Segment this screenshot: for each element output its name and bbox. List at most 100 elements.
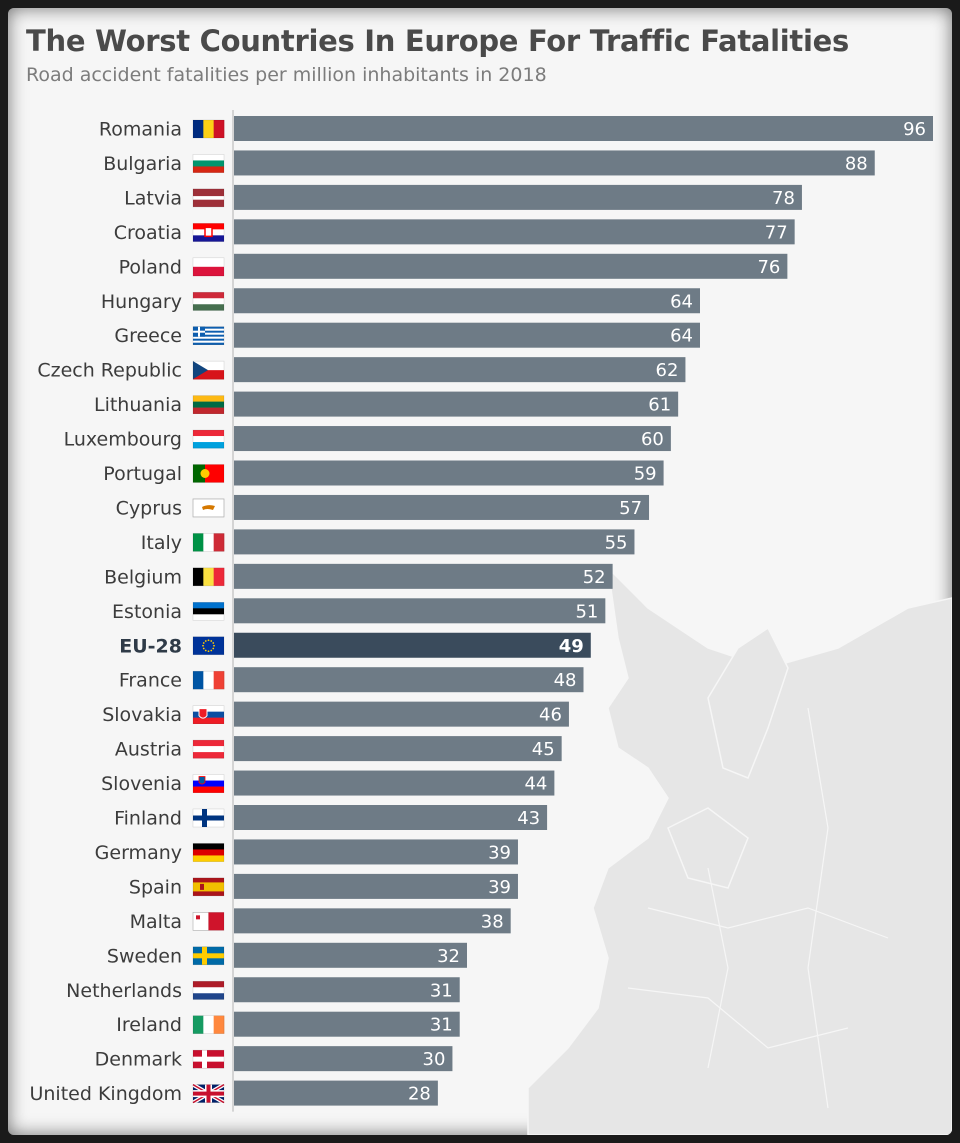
bar-row: Luxembourg 60 [64, 426, 671, 452]
category-label: Latvia [124, 187, 182, 209]
bar [234, 288, 700, 314]
flag-icon [192, 533, 225, 552]
bar-row: Latvia 78 [124, 184, 802, 210]
category-label: Slovakia [102, 704, 182, 726]
value-label: 39 [488, 877, 511, 898]
bar-row: Croatia 77 [114, 219, 795, 245]
category-label: Estonia [112, 601, 182, 623]
bar-row: Italy 55 [141, 529, 635, 555]
bar [234, 563, 613, 589]
bar-chart: Romania 96 Bulgaria 88 Latvia 78 Croatia 77 Pola… [29, 110, 933, 1112]
bar-row: Malta 38 [130, 908, 511, 934]
bar [234, 357, 686, 383]
category-label: Denmark [95, 1049, 182, 1071]
category-label: United Kingdom [29, 1083, 182, 1105]
bar [234, 253, 788, 279]
value-label: 44 [524, 774, 547, 795]
bar-row: Romania 96 [99, 116, 933, 141]
value-label: 48 [554, 670, 577, 691]
bar-row: Slovenia 44 [101, 770, 555, 796]
value-label: 46 [539, 705, 562, 726]
flag-icon [192, 119, 225, 139]
flag-icon [192, 1049, 225, 1069]
bar [234, 494, 650, 520]
category-label: Germany [95, 842, 182, 864]
value-label: 88 [845, 153, 868, 174]
bar-row: Austria 45 [115, 736, 562, 762]
bar [234, 426, 671, 452]
bar [234, 219, 795, 245]
bar [234, 598, 606, 624]
flag-icon [192, 429, 225, 449]
category-label: Finland [114, 808, 182, 830]
bar-row: Ireland 31 [116, 1011, 460, 1037]
flag-icon [192, 636, 225, 656]
flag-icon [192, 843, 225, 862]
flag-icon [192, 808, 225, 828]
bar-row: Czech Republic 62 [37, 357, 686, 383]
category-label: Poland [119, 256, 182, 278]
value-label: 51 [575, 601, 598, 622]
flag-icon [192, 223, 225, 242]
category-label: Ireland [116, 1014, 182, 1036]
category-label: Cyprus [116, 497, 182, 519]
bar [234, 942, 467, 968]
flag-icon [192, 498, 225, 518]
category-label: Sweden [107, 945, 182, 967]
flag-icon [192, 395, 225, 414]
flag-icon [191, 1082, 226, 1105]
value-label: 55 [605, 532, 628, 553]
value-label: 57 [619, 498, 642, 519]
category-label: Luxembourg [64, 429, 182, 451]
bar [234, 184, 802, 210]
value-label: 38 [481, 911, 504, 932]
value-label: 49 [559, 636, 584, 657]
value-label: 45 [532, 739, 555, 760]
category-label: Croatia [114, 222, 182, 244]
flag-icon [192, 567, 225, 587]
category-label: Greece [114, 325, 182, 347]
category-label: Belgium [104, 566, 182, 588]
bar [234, 529, 635, 555]
value-label: 64 [670, 291, 693, 312]
category-label: Austria [115, 739, 182, 761]
bar [234, 150, 875, 176]
bar [234, 873, 518, 899]
bar [234, 391, 679, 417]
value-label: 32 [437, 946, 460, 967]
bar-row: Belgium 52 [104, 563, 613, 589]
flag-icon [192, 705, 225, 724]
category-label: Lithuania [94, 394, 182, 416]
flag-icon [192, 980, 225, 1000]
bar [234, 460, 664, 486]
bar-row: Greece 64 [114, 322, 700, 348]
bar [234, 908, 511, 934]
bar [234, 736, 562, 762]
flag-icon [192, 188, 225, 208]
chart-title: The Worst Countries In Europe For Traffi… [26, 24, 849, 58]
value-label: 28 [408, 1084, 431, 1105]
category-label: Romania [99, 119, 182, 141]
category-label: Portugal [103, 463, 182, 485]
category-label: Czech Republic [37, 360, 182, 382]
bar-highlight [234, 632, 591, 658]
value-label: 31 [430, 980, 453, 1001]
value-label: 77 [765, 222, 788, 243]
flag-icon [192, 464, 225, 483]
bar [234, 1011, 460, 1037]
category-label: Spain [129, 876, 182, 898]
europe-map-background [527, 565, 952, 1135]
bar-row: EU-28 49 [119, 632, 591, 658]
flag-icon [192, 912, 225, 931]
bar [234, 667, 584, 693]
value-label: 59 [634, 464, 657, 485]
category-label: Slovenia [101, 773, 182, 795]
flag-icon [192, 291, 225, 311]
flag-icon [192, 601, 225, 621]
bar [234, 839, 518, 865]
bar-row: Denmark 30 [95, 1046, 453, 1072]
bar [234, 1080, 438, 1106]
flag-icon [192, 1015, 225, 1035]
category-label: EU-28 [119, 635, 182, 657]
bar-row: United Kingdom 28 [29, 1080, 438, 1106]
